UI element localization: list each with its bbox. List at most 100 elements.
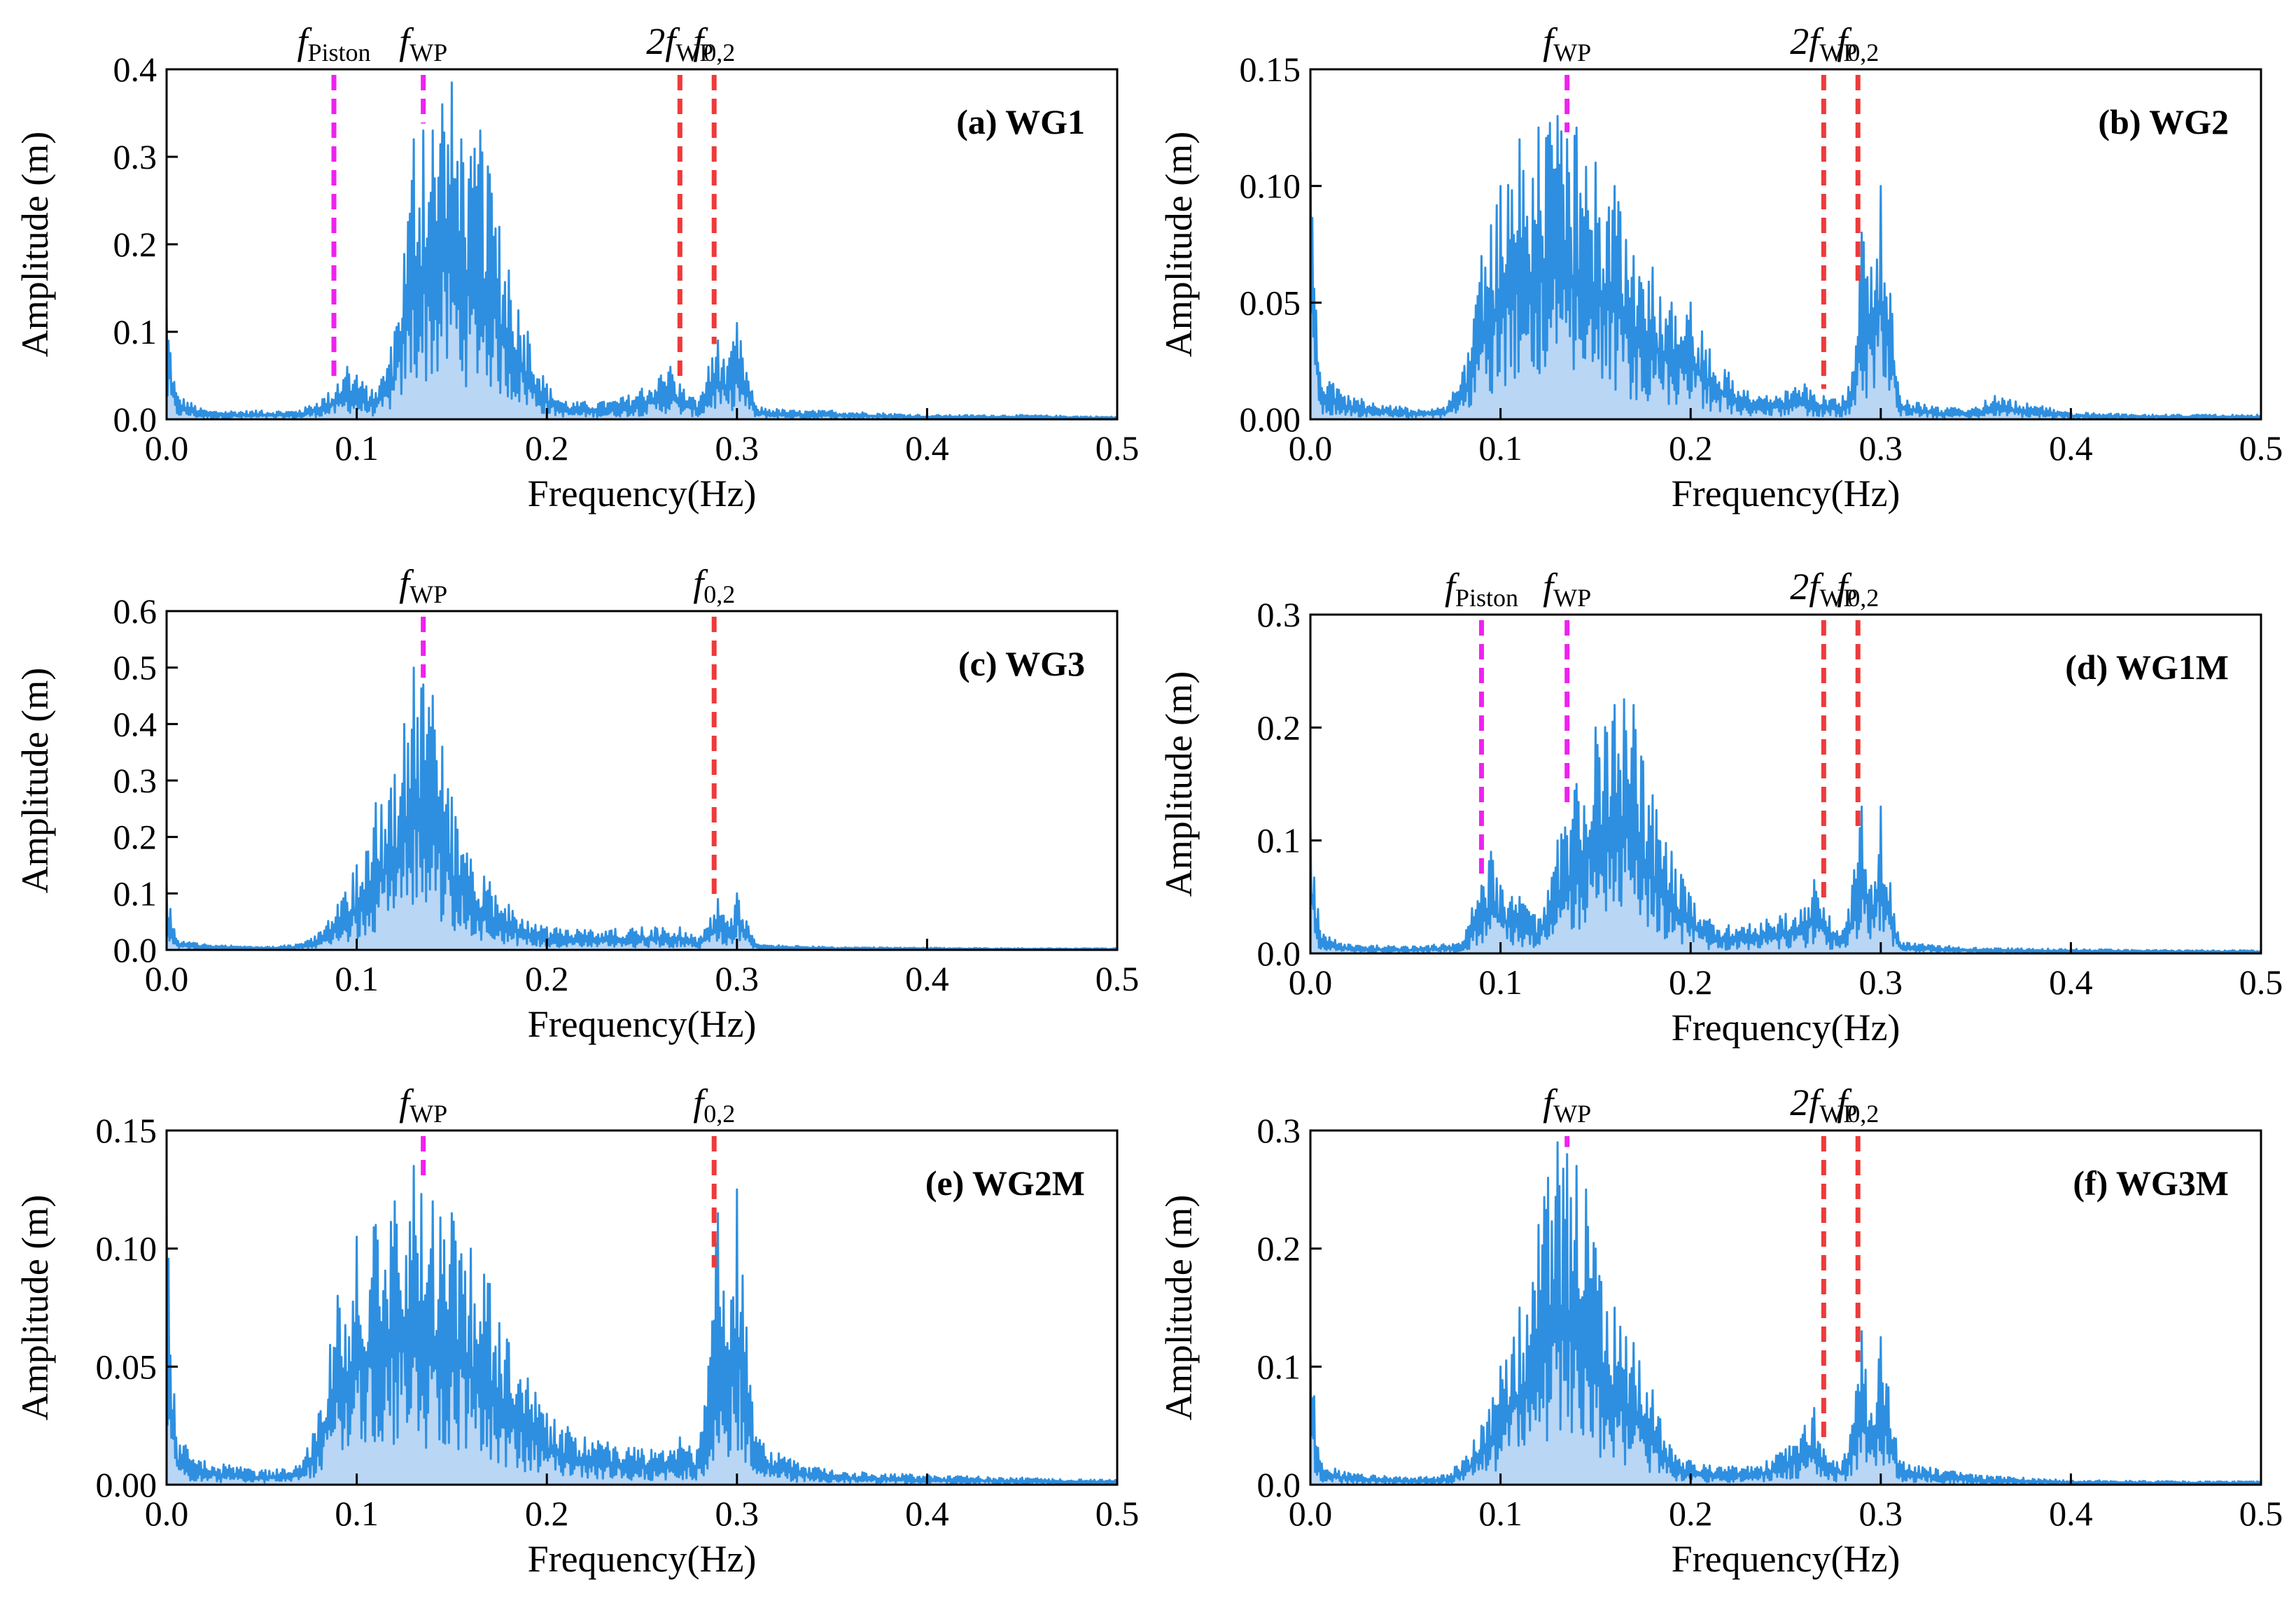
x-tick-label-b: 0.5 [2239, 428, 2283, 468]
spectrum-area-c [167, 667, 1117, 950]
marker-label-a: fWP [399, 20, 447, 66]
x-tick-label-b: 0.1 [1478, 428, 1522, 468]
y-tick-label-c: 0.1 [113, 874, 158, 913]
x-tick-label-d: 0.4 [2049, 962, 2093, 1002]
x-tick-label-c: 0.1 [335, 959, 379, 998]
y-axis-title-a: Amplitude (m) [14, 132, 56, 357]
y-tick-label-b: 0.10 [1240, 167, 1301, 206]
y-tick-label-c: 0.5 [113, 648, 158, 687]
panel-label-a: (a) WG1 [956, 102, 1085, 141]
x-axis-title-d: Frequency(Hz) [1672, 1007, 1900, 1049]
x-tick-label-e: 0.4 [905, 1494, 949, 1533]
x-tick-label-c: 0.2 [525, 959, 569, 998]
y-axis-title-b: Amplitude (m) [1158, 132, 1200, 357]
spectrum-area-b [1310, 115, 2261, 419]
panel-label-e: (e) WG2M [925, 1163, 1085, 1203]
y-tick-label-c: 0.6 [113, 592, 158, 631]
chart-panel-b: 0.0 0.1 0.2 0.3 0.4 0.5 0.00 0.05 0.10 0.15 Freque… [1158, 20, 2283, 514]
x-tick-label-d: 0.1 [1478, 962, 1522, 1002]
x-axis-title-c: Frequency(Hz) [528, 1003, 757, 1045]
x-tick-label-a: 0.2 [525, 428, 569, 468]
chart-panel-d: 0.0 0.1 0.2 0.3 0.4 0.5 0.0 0.1 0.2 0.3 Frequency(… [1158, 566, 2283, 1049]
y-tick-label-f: 0.1 [1257, 1347, 1301, 1386]
y-tick-label-a: 0.0 [113, 400, 158, 439]
y-tick-label-e: 0.15 [96, 1111, 158, 1150]
y-tick-label-d: 0.3 [1257, 595, 1301, 634]
x-axis-title-a: Frequency(Hz) [528, 472, 757, 514]
marker-label-e: f0,2 [693, 1082, 735, 1128]
plot-frame-e [165, 1129, 1119, 1486]
y-tick-label-d: 0.2 [1257, 708, 1301, 747]
x-tick-label-c: 0.0 [145, 959, 189, 998]
y-tick-label-f: 0.0 [1257, 1465, 1301, 1504]
y-tick-label-e: 0.10 [96, 1229, 158, 1268]
x-tick-label-a: 0.5 [1096, 428, 1140, 468]
x-tick-label-f: 0.3 [1859, 1494, 1903, 1533]
y-axis-title-f: Amplitude (m) [1158, 1195, 1200, 1420]
x-tick-label-d: 0.3 [1859, 962, 1903, 1002]
y-tick-label-c: 0.0 [113, 930, 158, 969]
spectrum-area-e [167, 1166, 1117, 1485]
marker-label-d: fWP [1543, 566, 1591, 612]
spectrum-line-e [165, 1165, 1119, 1485]
y-tick-label-c: 0.3 [113, 761, 158, 800]
y-tick-label-b: 0.15 [1240, 50, 1301, 89]
y-tick-label-e: 0.00 [96, 1465, 158, 1504]
marker-label-a: fPiston [297, 20, 370, 66]
y-tick-label-d: 0.0 [1257, 934, 1301, 973]
x-axis-title-b: Frequency(Hz) [1672, 472, 1900, 514]
spectrum-line-d [1309, 698, 2262, 954]
panel-label-c: (c) WG3 [958, 644, 1085, 683]
plot-frame-b [1309, 68, 2262, 421]
x-tick-label-b: 0.0 [1289, 428, 1333, 468]
x-tick-label-c: 0.5 [1096, 959, 1140, 998]
marker-label-d: 2fWP [1790, 566, 1857, 612]
chart-panel-a: 0.0 0.1 0.2 0.3 0.4 0.5 0.0 0.1 0.2 0.3 0.4 Frequen… [14, 20, 1139, 514]
chart-panel-f: 0.0 0.1 0.2 0.3 0.4 0.5 0.0 0.1 0.2 0.3 Frequency(… [1158, 1082, 2283, 1580]
x-tick-label-f: 0.5 [2239, 1494, 2283, 1533]
y-tick-label-f: 0.2 [1257, 1229, 1301, 1268]
x-tick-label-c: 0.3 [715, 959, 760, 998]
marker-label-d: f0,2 [1837, 566, 1879, 612]
y-tick-label-b: 0.00 [1240, 400, 1301, 439]
x-tick-label-b: 0.4 [2049, 428, 2093, 468]
y-tick-label-e: 0.05 [96, 1347, 158, 1386]
marker-label-f: 2fWP [1790, 1082, 1857, 1128]
chart-panel-c: 0.0 0.1 0.2 0.3 0.4 0.5 0.0 0.1 0.2 0.3 0.4 0.5 0.6 F… [14, 562, 1139, 1045]
spectrum-line-a [165, 81, 1119, 420]
x-axis-title-f: Frequency(Hz) [1672, 1538, 1900, 1580]
y-tick-label-a: 0.1 [113, 312, 158, 351]
x-tick-label-e: 0.0 [145, 1494, 189, 1533]
y-axis-title-c: Amplitude (m) [14, 668, 56, 893]
marker-label-c: f0,2 [693, 562, 735, 608]
x-axis-title-e: Frequency(Hz) [528, 1538, 757, 1580]
y-tick-label-a: 0.4 [113, 50, 158, 89]
y-tick-label-d: 0.1 [1257, 821, 1301, 860]
x-tick-label-a: 0.3 [715, 428, 760, 468]
chart-panel-e: 0.0 0.1 0.2 0.3 0.4 0.5 0.00 0.05 0.10 0.15 Freque… [14, 1082, 1139, 1580]
plot-frame-f [1309, 1129, 2262, 1486]
x-tick-label-e: 0.3 [715, 1494, 760, 1533]
marker-label-f: f0,2 [1837, 1082, 1879, 1128]
x-tick-label-e: 0.2 [525, 1494, 569, 1533]
y-tick-label-a: 0.3 [113, 137, 158, 176]
x-tick-label-f: 0.1 [1478, 1494, 1522, 1533]
x-tick-label-e: 0.5 [1096, 1494, 1140, 1533]
marker-label-f: fWP [1543, 1082, 1591, 1128]
y-axis-title-d: Amplitude (m) [1158, 671, 1200, 897]
plot-frame-d [1309, 613, 2262, 955]
y-tick-label-f: 0.3 [1257, 1111, 1301, 1150]
x-tick-label-d: 0.5 [2239, 962, 2283, 1002]
x-tick-label-d: 0.0 [1289, 962, 1333, 1002]
panels-group: 0.0 0.1 0.2 0.3 0.4 0.5 0.0 0.1 0.2 0.3 0.4 Frequen… [14, 20, 2283, 1580]
x-tick-label-e: 0.1 [335, 1494, 379, 1533]
spectrum-line-f [1309, 1141, 2262, 1485]
x-tick-label-f: 0.4 [2049, 1494, 2093, 1533]
x-tick-label-c: 0.4 [905, 959, 949, 998]
x-tick-label-a: 0.4 [905, 428, 949, 468]
spectrum-line-c [165, 666, 1119, 951]
x-tick-label-b: 0.2 [1669, 428, 1713, 468]
y-tick-label-c: 0.2 [113, 818, 158, 857]
x-tick-label-d: 0.2 [1669, 962, 1713, 1002]
y-axis-title-e: Amplitude (m) [14, 1195, 56, 1420]
